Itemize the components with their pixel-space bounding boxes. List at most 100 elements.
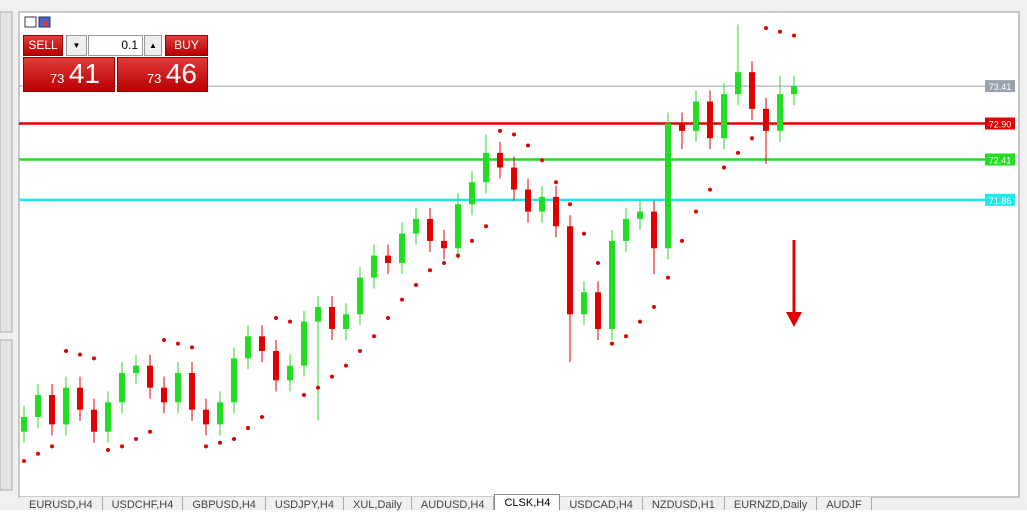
candle-body	[525, 189, 531, 212]
tab[interactable]: XUL,Daily	[344, 497, 412, 511]
tab[interactable]: USDCHF,H4	[102, 497, 184, 511]
candle-body	[553, 196, 559, 227]
tab[interactable]: USDJPY,H4	[265, 497, 344, 511]
candle-body	[301, 321, 307, 366]
bid-price[interactable]: 73 41	[23, 57, 115, 92]
sar-dot	[190, 345, 194, 350]
sar-dot	[260, 415, 264, 420]
sar-dot	[204, 444, 208, 449]
sar-dot	[92, 356, 96, 361]
sar-dot	[694, 209, 698, 214]
candle-body	[455, 204, 461, 249]
candle-body	[49, 395, 55, 425]
candle-body	[161, 387, 167, 403]
candle-body	[777, 94, 783, 131]
sar-dot	[78, 352, 82, 357]
sar-dot	[778, 29, 782, 34]
level-label: 71.86	[989, 196, 1012, 206]
candle-body	[273, 350, 279, 381]
sar-dot	[330, 374, 334, 379]
candle-body	[35, 395, 41, 418]
tab[interactable]: AUDUSD,H4	[411, 497, 495, 511]
sar-dot	[106, 448, 110, 453]
tab[interactable]: AUDJF	[817, 497, 872, 511]
candle-body	[511, 167, 517, 190]
sar-dot	[652, 304, 656, 309]
sar-dot	[50, 444, 54, 449]
candle-body	[749, 72, 755, 109]
level-label: 73.41	[989, 82, 1012, 92]
sar-dot	[498, 128, 502, 133]
level-tag	[985, 117, 1015, 130]
candle-body	[665, 123, 671, 249]
candle-body	[441, 240, 447, 249]
level-tag	[985, 193, 1015, 206]
tab[interactable]: NZDUSD,H1	[642, 497, 725, 511]
buy-button[interactable]: BUY	[165, 35, 208, 56]
level-label: 72.41	[989, 155, 1012, 165]
candle-body	[287, 365, 293, 381]
candle-body	[581, 292, 587, 315]
sar-dot	[428, 268, 432, 273]
sar-dot	[358, 348, 362, 353]
candle-body	[693, 101, 699, 131]
sar-dot	[512, 132, 516, 137]
sar-dot	[386, 315, 390, 320]
candle-body	[427, 218, 433, 241]
tab[interactable]: EURNZD,Daily	[724, 497, 818, 511]
ask-price[interactable]: 73 46	[117, 57, 208, 92]
sell-button[interactable]: SELL	[23, 35, 63, 56]
candle-body	[791, 86, 797, 95]
icons	[24, 16, 54, 28]
tab[interactable]: CLSK,H4	[494, 494, 561, 510]
candle-body	[63, 387, 69, 425]
candle-body	[217, 402, 223, 425]
candle-body	[371, 255, 377, 278]
sar-dot	[162, 337, 166, 342]
tab[interactable]: EURUSD,H4	[20, 497, 103, 511]
sar-dot	[680, 238, 684, 243]
candle-body	[189, 372, 195, 410]
lot-up[interactable]: ▲	[144, 35, 162, 56]
sar-dot	[666, 275, 670, 280]
sar-dot	[540, 158, 544, 163]
tab-bar: EURUSD,H4 USDCHF,H4 GBPUSD,H4 USDJPY,H4 XUL,…	[20, 494, 872, 511]
candle-body	[595, 292, 601, 329]
sar-dot	[582, 231, 586, 236]
side-panel	[0, 339, 13, 491]
lot-input[interactable]: 0.1	[88, 35, 143, 56]
candle-body	[329, 306, 335, 329]
lot-down[interactable]: ▼	[66, 35, 87, 56]
candle-body	[315, 306, 321, 322]
candle-body	[707, 101, 713, 139]
sar-dot	[176, 341, 180, 346]
candle-body	[21, 417, 27, 432]
ask-big: 73	[146, 71, 162, 86]
sar-dot	[64, 348, 68, 353]
level-label: 72.90	[989, 120, 1012, 130]
sar-dot	[134, 437, 138, 442]
candle-body	[203, 409, 209, 425]
candle-body	[259, 336, 265, 351]
bid-big: 73	[49, 71, 65, 86]
sar-dot	[750, 136, 754, 141]
sar-dot	[568, 202, 572, 207]
sar-dot	[442, 260, 446, 265]
tab[interactable]: USDCAD,H4	[560, 497, 643, 511]
sar-dot	[120, 444, 124, 449]
sar-dot	[610, 341, 614, 346]
candle-body	[469, 182, 475, 205]
sar-dot	[232, 437, 236, 442]
candle-body	[679, 123, 685, 131]
chart-area	[18, 11, 1020, 498]
tab[interactable]: GBPUSD,H4	[183, 497, 266, 511]
sar-dot	[36, 451, 40, 456]
candle-body	[413, 218, 419, 234]
sar-dot	[316, 385, 320, 390]
sar-dot	[722, 165, 726, 170]
sar-dot	[218, 440, 222, 445]
level-tag	[985, 153, 1015, 166]
candle-body	[497, 152, 503, 168]
sar-dot	[554, 180, 558, 185]
